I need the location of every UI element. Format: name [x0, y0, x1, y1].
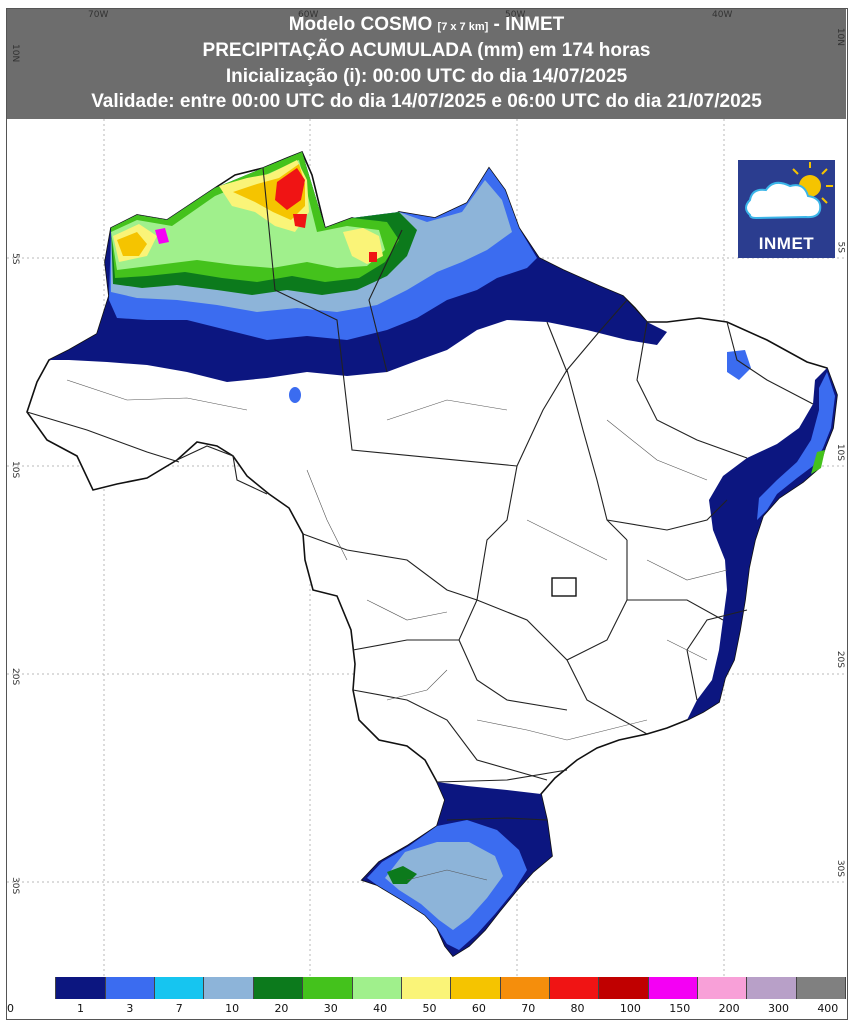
validity-period: Validade: entre 00:00 UTC do dia 14/07/2…	[91, 91, 762, 112]
legend-label: 400	[817, 1002, 839, 1015]
legend-swatch	[796, 977, 847, 999]
lat-tick-right-10n: 10N	[835, 27, 845, 46]
legend-label: 100	[619, 1002, 641, 1015]
legend-swatch	[155, 977, 205, 999]
product-title: PRECIPITAÇÃO ACUMULADA (mm) em 174 horas	[202, 40, 651, 61]
precip-north-red	[275, 168, 377, 262]
legend-label: 10	[225, 1002, 240, 1015]
legend-label: 80	[570, 1002, 585, 1015]
precip-east-dark-blue	[687, 368, 837, 720]
region-boundaries	[66, 379, 728, 881]
precip-north-orange	[117, 164, 305, 256]
legend-label: 300	[767, 1002, 789, 1015]
state-boundaries	[26, 167, 814, 821]
legend-swatch	[204, 977, 254, 999]
legend-swatches	[7, 977, 847, 999]
legend-swatch	[500, 977, 550, 999]
legend-labels: 0 1 3 7 10 20 30 40 50 60 70 80 100 150 200 300 400	[7, 1002, 846, 1016]
legend-swatch	[599, 977, 649, 999]
legend-swatch	[401, 977, 452, 999]
legend-swatch	[56, 977, 106, 999]
legend-label: 200	[718, 1002, 740, 1015]
lon-tick-50w: 50W	[505, 10, 526, 20]
legend-label: 60	[471, 1002, 486, 1015]
legend-label: 50	[422, 1002, 437, 1015]
lon-tick-70w: 70W	[88, 10, 109, 20]
legend-swatch	[7, 977, 57, 999]
legend-swatch	[352, 977, 402, 999]
legend-label: 3	[126, 1002, 134, 1015]
color-legend: 0 1 3 7 10 20 30 40 50 60 70 80 100 150 200 300 400	[7, 977, 847, 1017]
legend-swatch	[747, 977, 797, 999]
inmet-logo-text: INMET	[758, 234, 815, 253]
legend-label: 70	[521, 1002, 536, 1015]
lat-tick-10n: 10N	[10, 44, 20, 63]
sun-cloud-icon	[745, 162, 833, 220]
precip-blob-amazon	[289, 387, 301, 403]
legend-swatch	[451, 977, 501, 999]
legend-swatch	[253, 977, 304, 999]
lon-tick-60w: 60W	[298, 10, 319, 20]
legend-label: 0	[7, 1002, 14, 1015]
precip-nordeste-patch	[727, 350, 751, 380]
precip-north-purple	[155, 228, 169, 244]
legend-label: 40	[373, 1002, 388, 1015]
federal-district	[551, 577, 577, 597]
model-title: Modelo COSMO [7 x 7 km] - INMET	[288, 14, 565, 35]
legend-swatch	[303, 977, 353, 999]
legend-label: 150	[669, 1002, 691, 1015]
legend-swatch	[549, 977, 600, 999]
precip-south-grayblue	[385, 842, 503, 930]
legend-label: 1	[77, 1002, 85, 1015]
precip-east-green	[811, 450, 825, 474]
map-header: Modelo COSMO [7 x 7 km] - INMET PRECIPIT…	[7, 9, 846, 119]
legend-label: 7	[175, 1002, 183, 1015]
legend-label: 20	[274, 1002, 289, 1015]
precip-east-blue	[757, 372, 835, 520]
legend-label: 30	[323, 1002, 338, 1015]
precipitation-map	[7, 119, 846, 977]
precip-north-light-green	[111, 160, 385, 270]
inmet-logo: INMET	[738, 160, 835, 258]
legend-swatch	[698, 977, 748, 999]
lon-tick-40w: 40W	[712, 10, 733, 20]
legend-swatch	[648, 977, 699, 999]
legend-swatch	[105, 977, 156, 999]
init-time: Inicialização (i): 00:00 UTC do dia 14/0…	[225, 66, 628, 87]
